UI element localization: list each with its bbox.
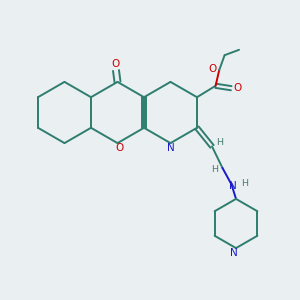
Text: N: N	[229, 181, 237, 191]
Text: O: O	[234, 83, 242, 93]
Text: H: H	[242, 178, 248, 188]
Text: H: H	[216, 138, 223, 147]
Text: O: O	[208, 64, 217, 74]
Text: N: N	[230, 248, 238, 259]
Text: N: N	[167, 143, 174, 154]
Text: O: O	[111, 59, 119, 69]
Text: H: H	[212, 165, 218, 174]
Text: O: O	[115, 143, 123, 154]
